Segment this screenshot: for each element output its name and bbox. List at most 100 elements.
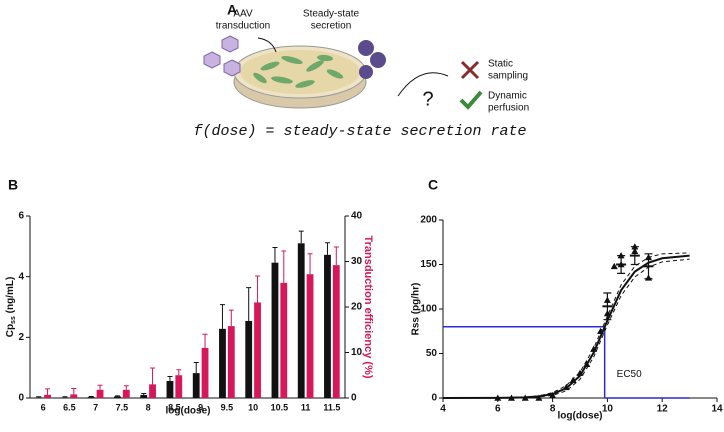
error-bar bbox=[176, 369, 182, 376]
bar bbox=[332, 265, 340, 398]
error-bar bbox=[298, 230, 304, 244]
bar bbox=[44, 394, 51, 398]
question-mark: ? bbox=[422, 88, 433, 110]
error-bar bbox=[333, 246, 339, 266]
formula: f(dose) = steady-state secretion rate bbox=[193, 123, 526, 140]
point bbox=[521, 394, 529, 401]
x-tick-label: 7 bbox=[93, 402, 98, 412]
y-axis-label-unit: (ng/mL) bbox=[5, 277, 16, 316]
panel-label: C bbox=[428, 177, 438, 193]
error-bar bbox=[281, 250, 287, 283]
point bbox=[535, 394, 543, 401]
bar bbox=[271, 262, 279, 398]
panel-label: A bbox=[227, 2, 237, 18]
point bbox=[597, 327, 605, 335]
point bbox=[610, 262, 618, 270]
y2-tick-label: 20 bbox=[351, 302, 363, 313]
bar bbox=[324, 254, 331, 398]
point bbox=[494, 394, 502, 401]
bar bbox=[70, 394, 78, 398]
bar bbox=[245, 320, 253, 398]
error-bar bbox=[141, 392, 147, 395]
x-tick-label: 6 bbox=[495, 404, 501, 415]
bar bbox=[297, 243, 305, 398]
y-tick-label: 100 bbox=[420, 304, 437, 315]
panel-label: B bbox=[8, 177, 18, 193]
error-bar bbox=[167, 375, 173, 382]
petri-dish bbox=[233, 45, 367, 109]
x-tick-label: 11.5 bbox=[323, 402, 340, 412]
x-tick-label: 11 bbox=[301, 402, 311, 412]
bar bbox=[192, 373, 200, 398]
point bbox=[549, 391, 557, 399]
bar bbox=[280, 282, 288, 398]
arrow bbox=[397, 72, 449, 97]
x-axis-label: log(dose) bbox=[558, 411, 603, 422]
point bbox=[576, 369, 584, 376]
error-bar bbox=[71, 387, 77, 395]
y-tick-label: 4 bbox=[18, 271, 24, 282]
bar bbox=[227, 326, 235, 398]
y2-tick-label: 30 bbox=[351, 256, 363, 267]
static-label: sampling bbox=[488, 71, 528, 82]
error-bar bbox=[255, 275, 261, 303]
y2-tick-label: 40 bbox=[351, 211, 363, 222]
error-bar bbox=[307, 253, 313, 275]
fit-line bbox=[443, 258, 690, 399]
bar bbox=[61, 397, 69, 398]
bar bbox=[87, 397, 95, 398]
x-axis-label: log(dose) bbox=[166, 406, 211, 417]
dynamic-label: Dynamic bbox=[488, 91, 527, 102]
bar bbox=[149, 384, 156, 398]
x-tick-label: 12 bbox=[657, 404, 669, 415]
bar bbox=[166, 381, 174, 398]
cross-icon bbox=[460, 60, 480, 80]
error-bar bbox=[219, 304, 225, 329]
bar bbox=[96, 389, 104, 398]
error-bar bbox=[45, 388, 51, 395]
x-tick-label: 4 bbox=[440, 404, 446, 415]
secretion-label: Steady-state bbox=[303, 9, 360, 20]
x-tick-label: 8.5 bbox=[168, 402, 181, 412]
error-bar bbox=[324, 242, 330, 255]
bar bbox=[114, 396, 121, 398]
secretion-label: secretion bbox=[311, 21, 352, 32]
y-tick-label: 50 bbox=[426, 348, 438, 359]
bar bbox=[35, 397, 43, 398]
x-tick-label: 9 bbox=[198, 402, 203, 412]
y-tick-label: 0 bbox=[18, 393, 24, 404]
error-bar bbox=[88, 395, 94, 398]
transduction-label: transduction bbox=[216, 21, 270, 32]
error-bar bbox=[36, 396, 42, 398]
transduction-label: AAV bbox=[233, 9, 253, 20]
x-tick-label: 9.5 bbox=[221, 402, 234, 412]
error-bar bbox=[97, 384, 103, 390]
error-bar bbox=[272, 247, 278, 263]
y-tick-label: 2 bbox=[18, 332, 24, 343]
x-tick-label: 8 bbox=[146, 402, 151, 412]
bar bbox=[254, 302, 261, 398]
x-tick-label: 10 bbox=[602, 404, 614, 415]
y-axis-label: Cpss (ng/mL) bbox=[5, 277, 17, 338]
bar bbox=[175, 375, 183, 398]
y-tick-label: 200 bbox=[420, 215, 437, 226]
bar bbox=[201, 347, 209, 398]
point bbox=[590, 345, 598, 352]
bar bbox=[219, 328, 226, 398]
error-bar bbox=[123, 385, 129, 390]
y2-axis-label: Transduction efficiency (%) bbox=[362, 235, 374, 378]
error-bar bbox=[246, 287, 252, 321]
x-tick-label: 10.5 bbox=[271, 402, 289, 412]
x-tick-label: 14 bbox=[711, 404, 723, 415]
x-tick-label: 10 bbox=[248, 402, 258, 412]
error-bar bbox=[150, 367, 156, 385]
error-bar bbox=[193, 362, 199, 374]
x-tick-label: 7.5 bbox=[116, 402, 129, 412]
bar bbox=[306, 274, 314, 398]
point bbox=[569, 376, 577, 383]
y-axis-label-sub: ss bbox=[10, 316, 17, 324]
y2-tick-label: 0 bbox=[351, 393, 357, 404]
error-bar bbox=[114, 395, 120, 397]
x-tick-label: 6 bbox=[41, 402, 46, 412]
dynamic-label: perfusion bbox=[488, 103, 529, 114]
